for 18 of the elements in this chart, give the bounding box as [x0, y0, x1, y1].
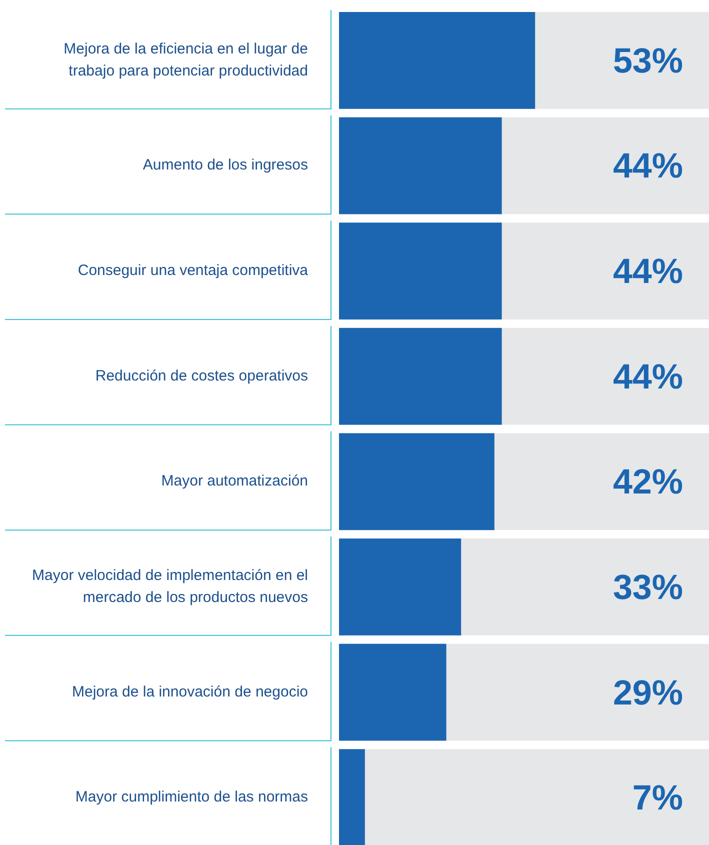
data-label: 44% [612, 252, 683, 292]
data-label: 29% [612, 673, 683, 712]
data-label: 44% [612, 357, 683, 396]
data-label: 53% [612, 41, 683, 80]
y-tick-label: Reducción de costes operativos [95, 367, 308, 384]
bar [339, 749, 365, 845]
data-label: 44% [612, 146, 683, 186]
y-tick-label: Mayor velocidad de implementación en el mercado de los productos nuevos [32, 566, 308, 606]
bar [339, 644, 446, 741]
y-tick-label: Aumento de los ingresos [142, 156, 308, 174]
y-tick-label: Conseguir una ventaja competitiva [78, 262, 309, 280]
y-tick-label: Mejora de la eficiencia en el lugar de trabajo para potenciar productividad [64, 40, 308, 80]
y-tick-label: Mayor cumplimiento de las normas [75, 788, 308, 806]
y-tick-label: Mejora de la innovación de negocio [72, 683, 308, 700]
y-tick-label: Mayor automatización [161, 472, 308, 490]
data-label: 33% [612, 568, 683, 607]
data-label: 42% [612, 462, 683, 502]
data-label: 7% [632, 778, 683, 818]
